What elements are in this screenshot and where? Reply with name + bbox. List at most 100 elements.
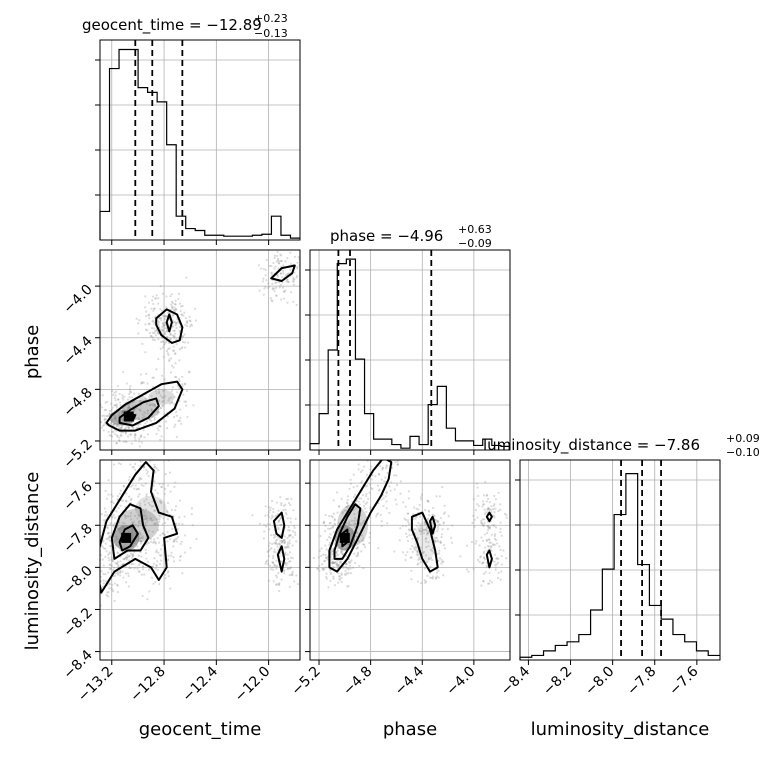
contour-line: [328, 460, 393, 573]
sample-point: [190, 507, 194, 510]
sample-point: [117, 565, 120, 568]
sample-point: [264, 505, 267, 508]
sample-point: [447, 515, 450, 518]
sample-point: [270, 272, 273, 275]
sample-point: [273, 290, 276, 293]
x-tick-label: −8.2: [540, 664, 575, 699]
sample-point: [346, 502, 349, 505]
sample-point: [104, 510, 107, 513]
sample-point: [487, 507, 490, 510]
sample-point: [154, 567, 157, 570]
sample-point: [189, 319, 192, 323]
sample-point: [322, 567, 325, 570]
sample-point: [488, 571, 491, 574]
sample-point: [150, 576, 154, 579]
sample-point: [112, 525, 115, 528]
sample-point: [174, 321, 177, 324]
title-geocent-time: geocent_time = −12.89: [82, 16, 262, 35]
sample-point: [364, 485, 367, 488]
sample-point: [147, 541, 150, 545]
sample-point: [155, 294, 158, 297]
sample-point: [154, 390, 157, 393]
sample-point: [436, 521, 439, 524]
sample-point: [84, 585, 86, 587]
sample-point: [271, 287, 275, 290]
sample-point: [366, 484, 369, 487]
sample-point: [282, 509, 285, 512]
sample-point: [428, 510, 431, 513]
sample-point: [266, 550, 269, 554]
sample-point: [279, 272, 282, 275]
sample-point: [125, 492, 128, 495]
sample-point: [103, 514, 107, 517]
sample-point: [129, 552, 133, 555]
sample-point: [173, 352, 177, 356]
sample-point: [118, 401, 122, 404]
sample-point: [115, 424, 118, 427]
sample-point: [183, 382, 187, 385]
sample-point: [137, 495, 140, 498]
sample-point: [144, 508, 148, 511]
sample-point: [492, 514, 495, 517]
sample-point: [363, 543, 366, 546]
sample-point: [160, 374, 164, 377]
sample-point: [325, 575, 328, 579]
sample-point: [337, 572, 340, 575]
sample-point: [420, 527, 423, 530]
sample-point: [325, 548, 328, 551]
sample-point: [161, 321, 164, 325]
sample-point: [435, 571, 439, 574]
sample-point: [145, 494, 148, 498]
sample-point: [159, 502, 163, 505]
sample-point: [153, 307, 156, 310]
sample-point: [114, 404, 117, 407]
sample-point: [425, 526, 429, 530]
sample-point: [106, 591, 109, 594]
sample-point: [334, 561, 337, 564]
sample-point: [485, 500, 489, 503]
sample-point: [318, 564, 321, 567]
sample-point: [181, 304, 184, 308]
sample-point: [113, 566, 116, 569]
x-tick-label: −8.4: [498, 663, 533, 698]
sample-point: [362, 500, 365, 503]
sample-point: [348, 520, 351, 523]
sample-point: [123, 557, 127, 560]
sample-point: [172, 335, 176, 338]
sample-point: [328, 514, 331, 518]
sample-point: [341, 553, 345, 556]
sample-point: [114, 399, 117, 402]
sample-point: [161, 532, 164, 535]
sample-point: [418, 557, 421, 560]
sample-point: [420, 530, 423, 533]
sample-point: [140, 381, 144, 384]
sample-point: [173, 306, 176, 309]
sample-point: [487, 497, 490, 501]
sample-point: [480, 562, 484, 565]
sample-point: [488, 508, 491, 511]
sample-point: [139, 373, 142, 376]
sample-point: [280, 578, 283, 581]
sample-point: [372, 456, 374, 458]
sample-point: [183, 333, 186, 336]
sample-point: [162, 324, 165, 327]
sample-point: [119, 574, 122, 577]
sample-point: [336, 581, 340, 584]
sample-point: [97, 411, 99, 413]
sample-point: [495, 542, 499, 545]
sample-point: [137, 520, 140, 524]
sample-point: [353, 512, 356, 516]
sample-point: [125, 382, 128, 385]
sample-point: [359, 470, 362, 474]
sample-point: [273, 256, 276, 259]
sample-point: [111, 389, 114, 393]
sample-point: [139, 540, 142, 543]
sample-point: [275, 501, 278, 504]
sample-point: [272, 533, 275, 537]
sample-point: [178, 379, 181, 382]
sample-point: [106, 537, 109, 540]
sample-point: [480, 522, 483, 525]
sample-point: [434, 540, 437, 543]
sample-point: [259, 267, 263, 270]
sample-point: [481, 524, 485, 527]
